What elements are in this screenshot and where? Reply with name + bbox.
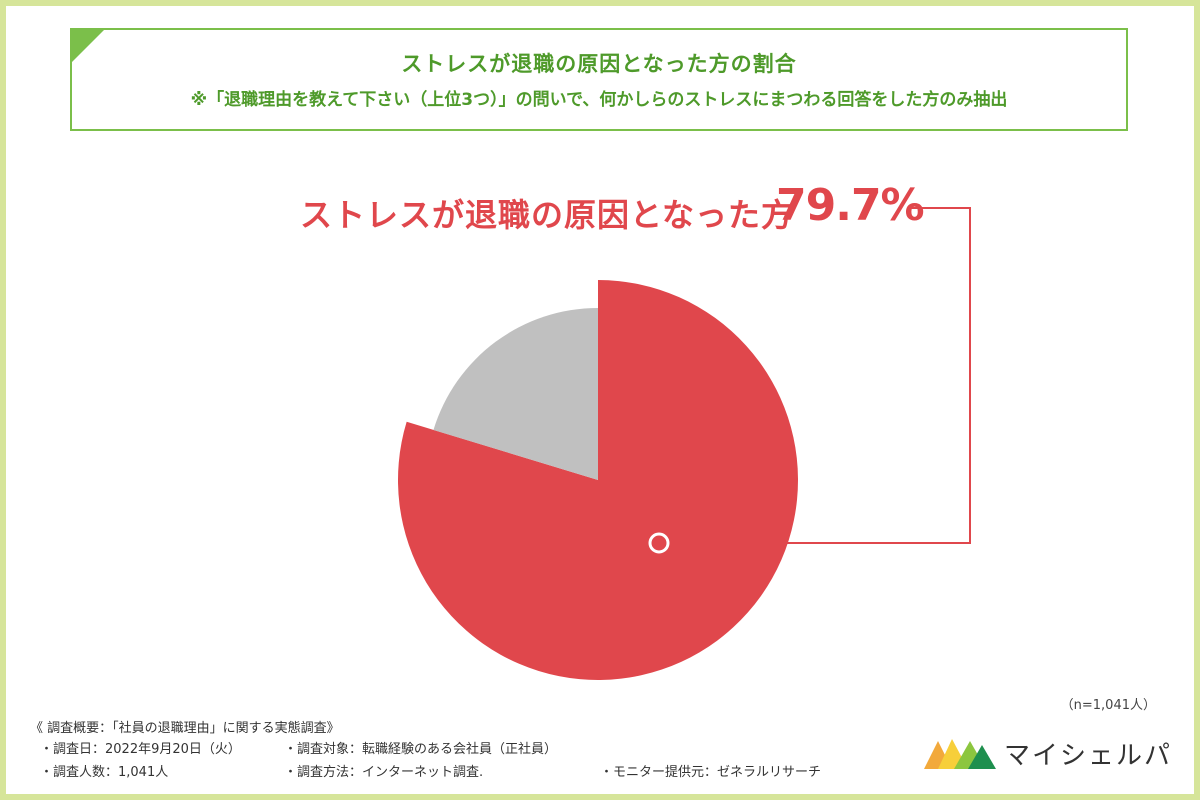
chart-title: ストレスが退職の原因となった方の割合 — [401, 52, 797, 76]
survey-summary: 《 調査概要：「社員の退職理由」に関する実態調査》 ・調査日：2022年9月20… — [26, 717, 906, 789]
brand-name: マイシェルパ — [1004, 741, 1173, 771]
callout-label: ストレスが退職の原因となった方 — [300, 196, 795, 234]
callout: ストレスが退職の原因となった方 79.7% — [300, 170, 925, 240]
survey-provider: ・モニター提供元：ゼネラルリサーチ — [600, 765, 822, 780]
callout-marker — [648, 532, 670, 554]
mountains-logo-icon — [924, 739, 996, 769]
survey-count: ・調査人数：1,041人 — [40, 765, 169, 780]
brand-logo: マイシェルパ — [924, 733, 1173, 773]
pie-slice-other — [433, 308, 598, 480]
title-box: ストレスが退職の原因となった方の割合 ※「退職理由を教えて下さい（上位3つ）」の… — [70, 28, 1128, 131]
sample-size-label: （n=1,041人） — [1060, 698, 1156, 713]
corner-triangle-icon — [70, 28, 106, 64]
survey-heading: 《 調査概要：「社員の退職理由」に関する実態調査》 — [30, 721, 340, 736]
survey-target: ・調査対象：転職経験のある会社員（正社員） — [284, 742, 558, 757]
survey-date: ・調査日：2022年9月20日（火） — [40, 742, 241, 757]
callout-value: 79.7% — [776, 180, 925, 231]
chart-subtitle: ※「退職理由を教えて下さい（上位3つ）」の問いで、何かしらのストレスにまつわる回… — [190, 90, 1008, 110]
survey-method: ・調査方法：インターネット調査. — [284, 765, 484, 780]
callout-leader-line — [668, 207, 971, 544]
